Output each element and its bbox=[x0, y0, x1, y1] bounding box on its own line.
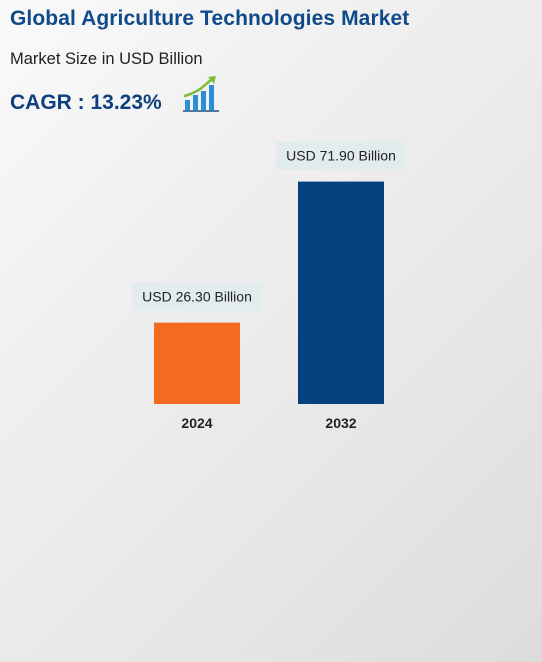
value-label-bg-2032 bbox=[276, 141, 406, 170]
chart-subtitle: Market Size in USD Billion bbox=[10, 50, 203, 68]
value-label-2032: USD 71.90 Billion bbox=[286, 148, 396, 164]
chart-title: Global Agriculture Technologies Market bbox=[10, 7, 410, 30]
value-label-2024: USD 26.30 Billion bbox=[142, 289, 252, 305]
category-label-2024: 2024 bbox=[181, 415, 212, 431]
bar-chart: USD 26.30 Billion 2024 USD 71.90 Billion 20… bbox=[132, 141, 406, 431]
bar-2024 bbox=[154, 322, 240, 404]
growth-chart-icon bbox=[183, 76, 219, 112]
cagr-label: CAGR : 13.23% bbox=[10, 91, 162, 114]
value-label-bg-2024 bbox=[132, 282, 262, 311]
category-label-2032: 2032 bbox=[325, 415, 356, 431]
bar-2032 bbox=[298, 181, 384, 404]
